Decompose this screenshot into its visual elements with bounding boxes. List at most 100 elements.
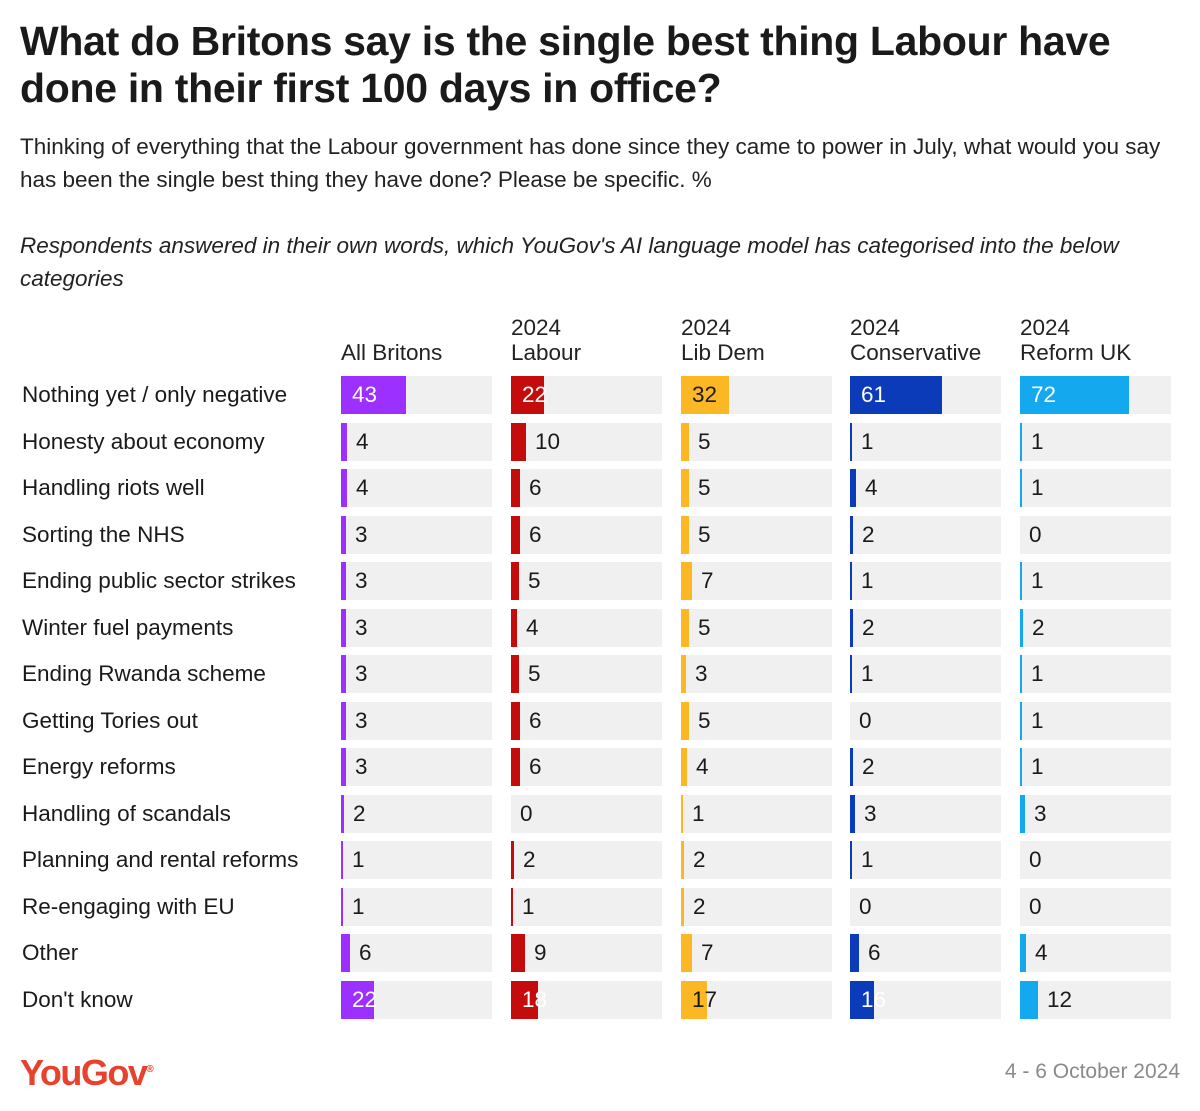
data-label: 2 (693, 847, 706, 872)
category-label: Handling of scandals (22, 800, 231, 826)
bar (511, 376, 544, 414)
data-label: 6 (868, 940, 881, 965)
data-label: 3 (355, 707, 368, 733)
data-label: 4 (865, 475, 878, 500)
data-label: 18 (522, 986, 548, 1012)
bar (850, 562, 852, 600)
bar-track: 2 (850, 515, 1001, 554)
data-label: 5 (528, 661, 541, 686)
column-header-line2: Labour (511, 340, 582, 365)
bar-track: 1 (341, 887, 492, 926)
bar (341, 655, 346, 693)
data-label: 3 (355, 614, 368, 640)
category-label: Don't know (22, 986, 133, 1012)
bar-track: 0 (1020, 887, 1171, 926)
bar-track: 1 (1020, 655, 1171, 693)
data-label: 5 (698, 475, 711, 500)
bar-track: 4 (1020, 934, 1171, 972)
bar (341, 376, 406, 414)
bar-track: 3 (341, 608, 492, 647)
bar (1020, 422, 1022, 461)
bar (341, 562, 346, 600)
column-header-line1: 2024 (850, 315, 901, 340)
bar (511, 887, 513, 926)
bar-track: 1 (1020, 422, 1171, 461)
bar (511, 608, 517, 647)
column-header-line2: Lib Dem (681, 340, 765, 365)
data-label: 9 (534, 940, 547, 965)
chart-title: What do Britons say is the single best t… (20, 18, 1111, 111)
bar-track: 3 (341, 748, 492, 786)
bar (511, 701, 520, 740)
data-label: 4 (356, 475, 369, 500)
bar-track: 61 (850, 376, 1001, 414)
data-label: 3 (355, 754, 368, 779)
category-label: Sorting the NHS (22, 521, 185, 547)
bar-track: 43 (341, 376, 492, 414)
category-label: Handling riots well (22, 475, 205, 500)
data-label: 1 (861, 847, 874, 872)
column-header-line1 (341, 315, 501, 340)
bar-track: 1 (1020, 701, 1171, 740)
data-label: 6 (529, 707, 542, 733)
chart-note: Respondents answered in their own words,… (20, 233, 1119, 291)
data-label: 2 (862, 614, 875, 640)
data-label: 2 (693, 893, 706, 919)
bar-track: 5 (681, 608, 832, 647)
bar-track: 2 (850, 748, 1001, 786)
bar (850, 980, 874, 1019)
bar (850, 794, 855, 833)
bar-track: 3 (1020, 794, 1171, 833)
data-label: 1 (1031, 475, 1044, 500)
category-label: Winter fuel payments (22, 614, 234, 640)
data-label: 43 (352, 382, 378, 407)
data-label: 0 (859, 707, 872, 733)
bar-track: 2 (1020, 608, 1171, 647)
column-header-line2: All Britons (341, 340, 443, 365)
bar-track: 0 (1020, 515, 1171, 554)
bar (681, 748, 687, 786)
bar (850, 934, 859, 972)
bar-track: 1 (341, 841, 492, 879)
bar (681, 562, 692, 600)
bar (850, 655, 852, 693)
bar (511, 655, 519, 693)
column-header: 2024 Reform UK (1020, 315, 1180, 365)
bar-track: 3 (341, 515, 492, 554)
category-label: Other (22, 940, 79, 965)
bar-track: 3 (850, 794, 1001, 833)
data-label: 2 (862, 754, 875, 779)
data-label: 2 (523, 847, 536, 872)
data-label: 2 (1032, 614, 1045, 640)
data-label: 5 (528, 568, 541, 593)
bar (681, 655, 686, 693)
bar-track: 12 (1020, 980, 1171, 1019)
bar-track: 6 (511, 515, 662, 554)
bar-track: 1 (850, 655, 1001, 693)
bar-track: 5 (681, 422, 832, 461)
bar (1020, 376, 1129, 414)
bar (511, 841, 514, 879)
bar-track: 2 (341, 794, 492, 833)
category-label: Getting Tories out (22, 707, 198, 733)
bar (850, 748, 853, 786)
data-label: 3 (695, 661, 708, 686)
bar-track: 22 (341, 980, 492, 1019)
bar-track: 6 (511, 469, 662, 507)
category-label: Ending Rwanda scheme (22, 661, 266, 686)
bar (341, 422, 347, 461)
data-label: 4 (356, 428, 369, 454)
bar (681, 794, 683, 833)
bar-track: 4 (681, 748, 832, 786)
bar (341, 841, 343, 879)
bar (681, 887, 684, 926)
data-label: 32 (692, 382, 718, 407)
column-header-line1: 2024 (681, 315, 732, 340)
data-label: 0 (520, 800, 533, 826)
bar-track: 5 (681, 515, 832, 554)
bar (341, 887, 343, 926)
data-label: 1 (1031, 661, 1044, 686)
bar (1020, 701, 1022, 740)
data-label: 22 (352, 986, 378, 1012)
data-label: 10 (535, 428, 561, 454)
